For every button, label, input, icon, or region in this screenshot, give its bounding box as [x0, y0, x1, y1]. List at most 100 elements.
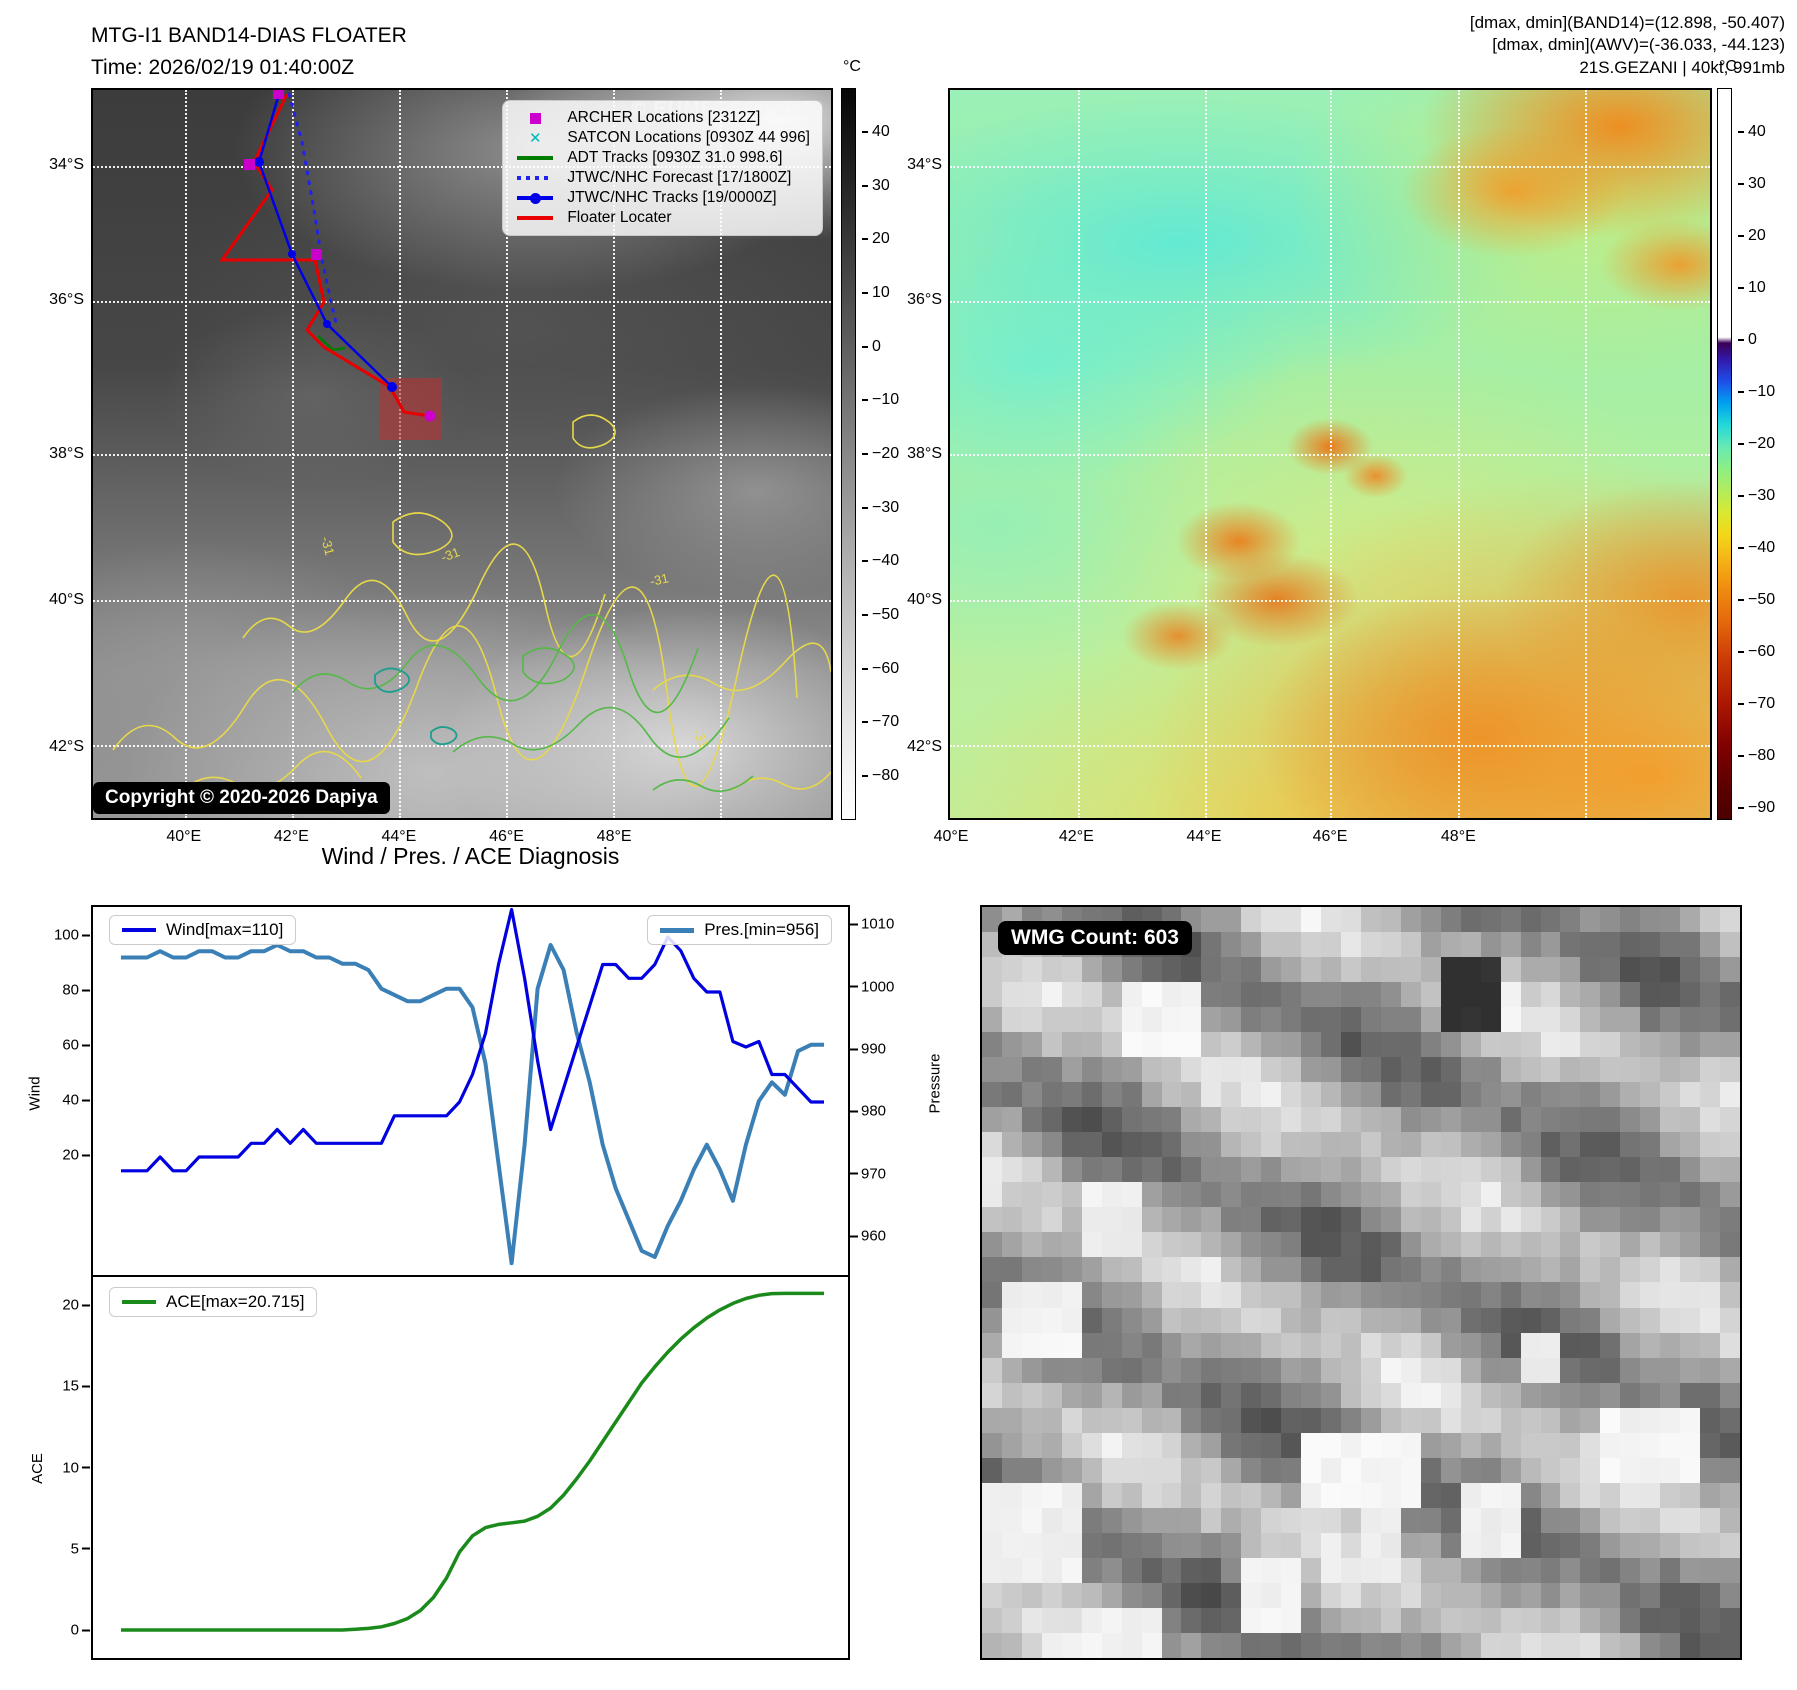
wmg-pixel	[1720, 1182, 1740, 1208]
wmg-pixel	[1301, 1632, 1322, 1658]
wmg-pixel	[1600, 1007, 1621, 1033]
wmg-pixel	[1241, 1257, 1262, 1283]
wmg-pixel	[1480, 1307, 1501, 1333]
wmg-pixel	[1440, 1032, 1461, 1058]
wmg-pixel	[1001, 1357, 1022, 1383]
wmg-pixel	[1380, 1157, 1401, 1183]
wmg-pixel	[1241, 1307, 1262, 1333]
wmg-pixel	[1021, 1082, 1042, 1108]
wmg-pixel	[1201, 957, 1222, 983]
wmg-pixel	[1041, 982, 1062, 1008]
wmg-pixel	[1321, 1082, 1342, 1108]
wmg-pixel	[1420, 1057, 1441, 1083]
wmg-pixel	[1321, 1632, 1342, 1658]
wmg-pixel	[1540, 1307, 1561, 1333]
teal-contours	[374, 667, 458, 746]
wmg-pixel	[1221, 1582, 1242, 1608]
wmg-pixel	[1700, 1232, 1721, 1258]
data-series-line	[121, 907, 824, 1173]
wmg-pixel	[1161, 1082, 1182, 1108]
wmg-pixel	[1480, 1157, 1501, 1183]
wmg-pixel	[1660, 1407, 1681, 1433]
wmg-pixel	[1700, 1482, 1721, 1508]
wmg-pixel	[1241, 1207, 1262, 1233]
wmg-pixel	[1261, 1482, 1282, 1508]
wmg-pixel	[1480, 1282, 1501, 1308]
wmg-pixel	[1400, 1607, 1421, 1633]
wmg-pixel	[1580, 1332, 1601, 1358]
wmg-pixel	[1640, 1257, 1661, 1283]
lat-gridline	[93, 166, 831, 169]
wmg-pixel	[1061, 1132, 1082, 1158]
wmg-pixel	[1241, 1232, 1262, 1258]
wmg-pixel	[1281, 1632, 1302, 1658]
wmg-pixel	[1460, 932, 1481, 958]
wmg-pixel	[1480, 1582, 1501, 1608]
wmg-pixel	[1460, 1332, 1481, 1358]
tick-mark	[82, 1304, 90, 1306]
wmg-pixel	[1640, 1407, 1661, 1433]
wmg-pixel	[1201, 1132, 1222, 1158]
wmg-pixel	[1061, 1332, 1082, 1358]
wmg-pixel	[1261, 1282, 1282, 1308]
wmg-pixel	[1301, 1257, 1322, 1283]
lat-tick-label: 40°S	[907, 591, 942, 609]
wmg-pixel	[1660, 1032, 1681, 1058]
wmg-pixel	[1560, 1607, 1581, 1633]
wmg-pixel	[1341, 1607, 1361, 1633]
wmg-pixel	[1720, 1532, 1740, 1558]
wmg-pixel	[1500, 1182, 1521, 1208]
wmg-pixel	[1001, 1282, 1022, 1308]
wmg-pixel	[1500, 1607, 1521, 1633]
wmg-pixel	[1400, 1032, 1421, 1058]
wmg-pixel	[1460, 1057, 1481, 1083]
wmg-pixel	[1081, 1357, 1102, 1383]
wmg-pixel	[1361, 1382, 1381, 1408]
wmg-pixel	[1500, 907, 1521, 933]
tick-mark	[850, 985, 858, 988]
wmg-pixel	[1221, 1032, 1242, 1058]
wmg-pixel	[1700, 1457, 1721, 1483]
wmg-pixel	[1301, 1607, 1322, 1633]
tick-value: 5	[70, 1540, 79, 1558]
tick-value: 40	[62, 1091, 79, 1109]
tick-mark	[1738, 443, 1744, 446]
wmg-pixel	[1341, 1482, 1361, 1508]
wmg-pixel	[1620, 1607, 1641, 1633]
wmg-pixel	[1281, 1307, 1302, 1333]
wmg-pixel	[1361, 1257, 1381, 1283]
colorbar-tick: 20	[1738, 227, 1766, 245]
contour-value-label: -31	[690, 727, 712, 750]
wmg-pixel	[1620, 932, 1641, 958]
wmg-pixel	[1161, 1557, 1182, 1583]
wmg-pixel	[1081, 1232, 1102, 1258]
wmg-pixel	[1221, 1257, 1242, 1283]
wmg-pixel	[1520, 982, 1541, 1008]
wmg-pixel	[1560, 1157, 1581, 1183]
wmg-pixel	[1341, 1307, 1361, 1333]
wmg-pixel	[1161, 1382, 1182, 1408]
tick-mark	[1738, 495, 1744, 498]
wmg-pixel	[1580, 1207, 1601, 1233]
wmg-pixel	[1400, 1232, 1421, 1258]
wmg-pixel	[1660, 1382, 1681, 1408]
wmg-pixel	[1261, 957, 1282, 983]
wmg-pixel	[1021, 1307, 1042, 1333]
wmg-pixel	[982, 1107, 1002, 1133]
wmg-pixel	[1201, 1057, 1222, 1083]
colorbar-tick: −10	[1738, 383, 1775, 401]
wmg-pixel	[1041, 957, 1062, 983]
wmg-pixel	[1141, 1407, 1162, 1433]
wmg-pixel	[1321, 1582, 1342, 1608]
wmg-pixel	[1081, 1457, 1102, 1483]
wmg-pixel	[1440, 1282, 1461, 1308]
tick-value: −70	[1748, 695, 1776, 713]
wmg-pixel	[1001, 982, 1022, 1008]
pressure-tick: 1010	[850, 916, 894, 933]
wmg-pixel	[1261, 907, 1282, 933]
tick-mark	[82, 1547, 90, 1550]
wmg-pixel	[1580, 1232, 1601, 1258]
wmg-pixel	[1540, 1257, 1561, 1283]
lon-tick-label: 42°E	[1058, 828, 1094, 845]
wmg-pixel	[1121, 1307, 1142, 1333]
